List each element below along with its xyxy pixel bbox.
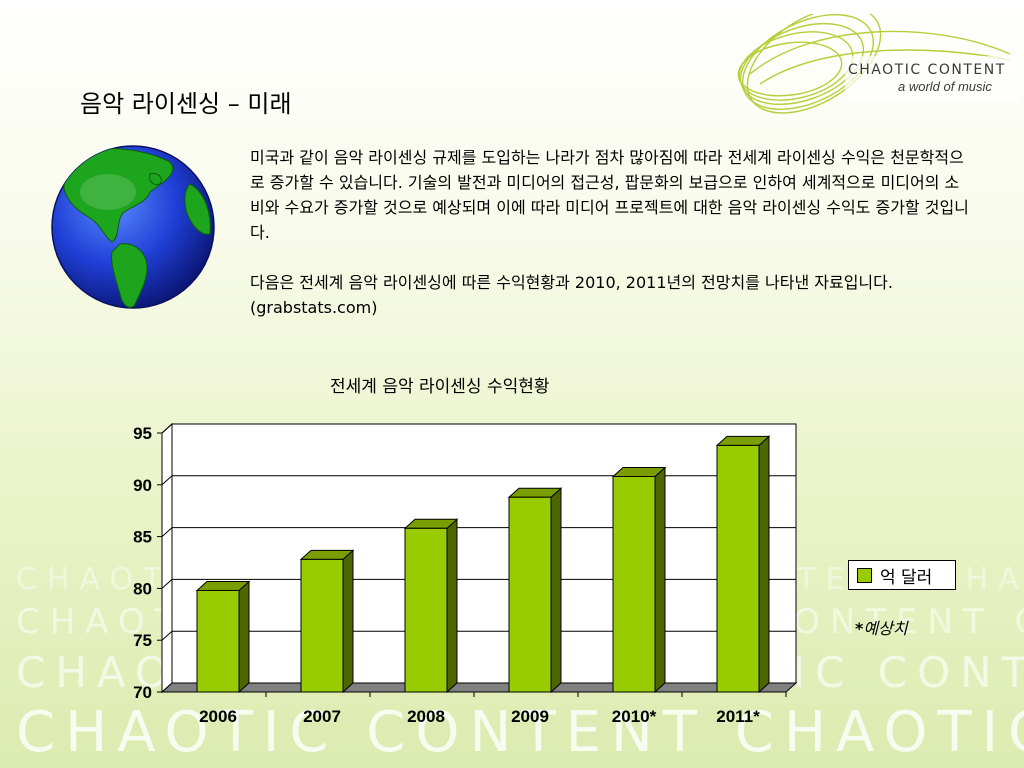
x-tick-label: 2007 <box>303 707 341 726</box>
y-tick-label: 95 <box>133 424 152 443</box>
y-tick-label: 80 <box>133 579 152 598</box>
gridline <box>161 630 173 641</box>
bar-top <box>299 549 355 560</box>
x-tick-label: 2011* <box>716 707 760 726</box>
gridline <box>161 475 173 486</box>
bar-top <box>715 435 771 446</box>
body-text: 미국과 같이 음악 라이센싱 규제를 도입하는 나라가 점차 많아짐에 따라 전… <box>250 145 970 345</box>
bar <box>716 444 760 693</box>
x-tick-label: 2008 <box>407 707 445 726</box>
note-text: 예상치 <box>863 619 908 638</box>
bar-top <box>403 518 459 529</box>
chart-legend: 억 달러 <box>848 560 956 590</box>
bar-side <box>758 435 770 694</box>
bar-side <box>238 580 250 694</box>
y-tick-label: 75 <box>133 631 152 650</box>
bar-side <box>550 487 562 694</box>
y-tick-label: 90 <box>133 476 152 495</box>
gridline <box>161 527 173 537</box>
brand-tagline: a world of music <box>898 79 992 94</box>
bar-side <box>654 466 666 694</box>
bar-side <box>446 518 458 694</box>
page-title: 음악 라이센싱 – 미래 <box>80 90 292 118</box>
estimate-note: *예상치 <box>855 615 908 639</box>
y-tick-label: 85 <box>133 528 152 547</box>
x-tick-label: 2006 <box>199 707 237 726</box>
note-marker: * <box>855 619 864 638</box>
chart-side-wall <box>161 422 173 694</box>
globe-icon <box>51 145 215 309</box>
chart-back-wall <box>171 423 797 684</box>
bar-side <box>342 549 354 694</box>
y-tick-label: 70 <box>133 683 152 702</box>
bar <box>196 589 240 693</box>
watermark-line: CHAOTIC CONTENT CHAOTIC CONTENT CHAOTIC … <box>16 700 1024 765</box>
x-tick-label: 2009 <box>511 707 549 726</box>
bar-top <box>611 467 667 478</box>
logo-swirl-icon <box>737 14 1020 114</box>
gridline <box>161 579 173 589</box>
brand-name: CHAOTIC CONTENT <box>848 62 1006 78</box>
paragraph: 미국과 같이 음악 라이센싱 규제를 도입하는 나라가 점차 많아짐에 따라 전… <box>250 148 969 242</box>
legend-label: 억 달러 <box>880 567 933 588</box>
bar-top <box>195 580 251 591</box>
gridline <box>161 423 173 434</box>
chart-floor <box>160 682 798 693</box>
bar <box>612 476 656 693</box>
chart-title: 전세계 음악 라이센싱 수익현황 <box>330 377 550 397</box>
x-tick-label: 2010* <box>612 707 657 726</box>
paragraph: 다음은 전세계 음악 라이센싱에 따른 수익현황과 2010, 2011년의 전… <box>250 273 893 317</box>
bar <box>300 558 344 693</box>
bar <box>404 527 448 693</box>
bar-top <box>507 487 563 498</box>
legend-swatch <box>857 567 872 583</box>
bar <box>508 496 552 693</box>
